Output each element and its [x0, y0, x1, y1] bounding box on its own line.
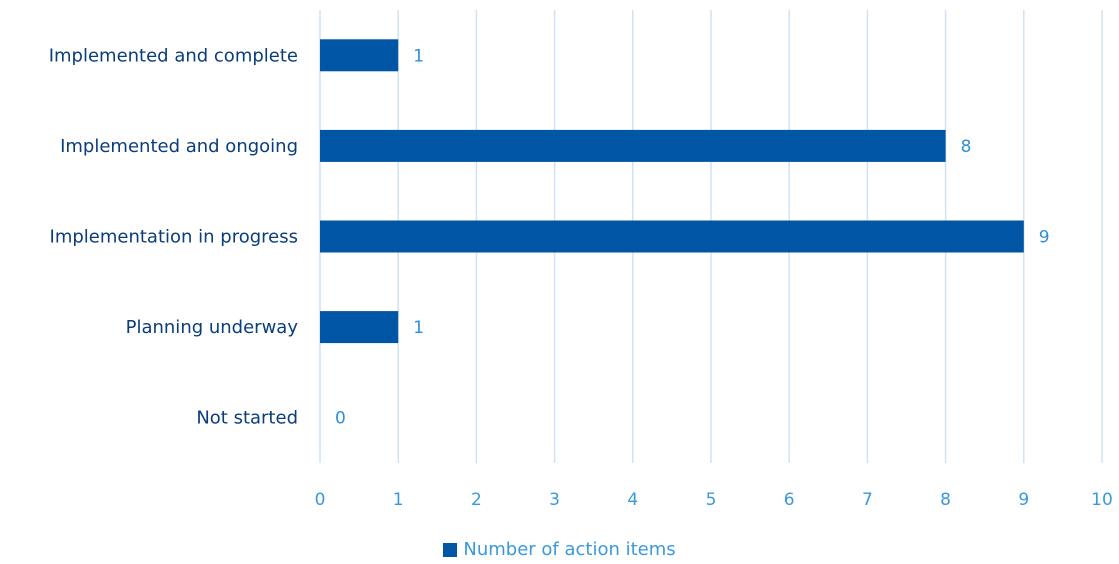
- x-tick-label: 8: [940, 490, 951, 510]
- x-tick-label: 5: [706, 490, 717, 510]
- legend-label: Number of action items: [463, 539, 676, 560]
- category-label: Not started: [196, 408, 298, 429]
- data-label: 1: [413, 318, 424, 338]
- data-label: 8: [961, 137, 972, 157]
- bar: [320, 220, 1024, 253]
- category-label: Implemented and complete: [49, 45, 298, 66]
- x-tick-label: 10: [1091, 490, 1113, 510]
- x-tick-label: 3: [549, 490, 560, 510]
- x-tick-label: 9: [1018, 490, 1029, 510]
- x-tick-label: 2: [471, 490, 482, 510]
- x-tick-label: 7: [862, 490, 873, 510]
- category-label: Implementation in progress: [50, 227, 298, 248]
- bars: [320, 39, 1024, 344]
- data-label: 1: [413, 46, 424, 66]
- category-label: Implemented and ongoing: [60, 136, 298, 157]
- bar: [320, 311, 399, 344]
- x-tick-label: 6: [784, 490, 795, 510]
- category-label: Planning underway: [126, 317, 299, 338]
- bar: [320, 39, 399, 72]
- legend-swatch: [443, 542, 458, 557]
- data-label: 0: [335, 409, 346, 429]
- x-tick-label: 4: [627, 490, 638, 510]
- data-label: 9: [1039, 228, 1050, 248]
- legend: Number of action items: [0, 539, 1119, 560]
- x-tick-label: 1: [393, 490, 404, 510]
- x-axis-ticks: 0 1 2 3 4 5 6 7 8 9 10: [315, 490, 1113, 510]
- category-labels: Implemented and complete Implemented and …: [49, 45, 299, 428]
- x-tick-label: 0: [315, 490, 326, 510]
- bar: [320, 129, 946, 162]
